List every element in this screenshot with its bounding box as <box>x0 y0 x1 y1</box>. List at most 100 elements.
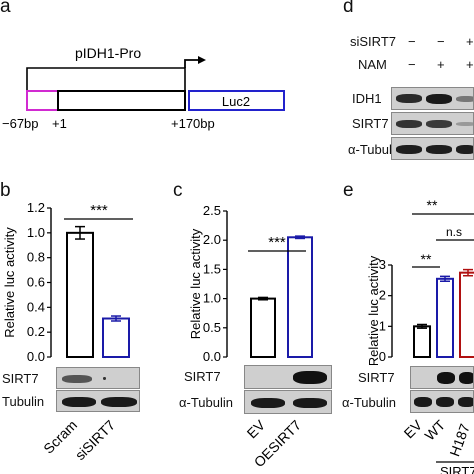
blot-sirt7 <box>391 112 474 135</box>
y-axis-label: Relative luc activity <box>366 255 381 365</box>
blot-label-tubulin: α-Tubulin <box>348 142 402 157</box>
band <box>459 372 473 384</box>
blot-b-sirt7 <box>56 367 140 389</box>
xtick-sisirt7: siSIRT7 <box>72 417 118 463</box>
panel-d-label: d <box>343 0 354 17</box>
blot-c-sirt7 <box>244 365 332 389</box>
xtick-wt: WT <box>421 416 448 443</box>
band <box>396 145 422 154</box>
bar <box>250 297 276 358</box>
band <box>456 122 473 126</box>
band <box>101 397 137 407</box>
y-tick-label: 1.0 <box>203 291 221 306</box>
band <box>456 96 473 102</box>
y-tick-label: 0.0 <box>203 349 221 364</box>
band <box>426 145 452 154</box>
blot-e-tubulin <box>410 390 474 413</box>
y-tick-label: 1.0 <box>27 225 45 240</box>
band <box>293 371 327 384</box>
treatment-name-nam: NAM <box>358 57 387 72</box>
band <box>414 397 432 407</box>
band <box>103 377 106 380</box>
pos-plus1: +1 <box>52 116 67 131</box>
promoter-construct-diagram: pIDH1-Pro Luc2 −67bp +1 +170bp <box>2 45 285 131</box>
bar <box>413 325 431 358</box>
significance-label: ** <box>427 197 438 213</box>
blot-label-c-sirt7: SIRT7 <box>184 369 221 384</box>
tss-arrow <box>184 59 198 68</box>
luc2-box <box>188 90 285 111</box>
chart-b: 1.2 1.0 0.8 0.6 0.4 0.2 0.0 Relative luc activi… <box>2 200 133 364</box>
y-tick-label: 0.4 <box>27 299 45 314</box>
blot-e-sirt7 <box>410 366 474 389</box>
panel-d-treatment-table: siSIRT7 − − + NAM − + + <box>350 34 474 84</box>
y-tick-label: 0 <box>379 349 386 364</box>
treatment-sign: − <box>408 34 416 49</box>
significance-label: ** <box>421 251 432 267</box>
significance-label: *** <box>268 234 286 251</box>
treatment-sign: − <box>408 57 416 72</box>
bar <box>287 236 313 358</box>
y-tick-label: 0.2 <box>27 324 45 339</box>
blot-label-idh1: IDH1 <box>352 91 382 106</box>
promoter-name: pIDH1-Pro <box>75 45 141 61</box>
bar <box>436 277 454 358</box>
y-tick-label: 1 <box>379 318 386 333</box>
y-tick-label: 2.5 <box>203 203 221 218</box>
bar <box>459 271 474 358</box>
upstream-region-box <box>26 90 59 111</box>
group-label-sirt7: SIRT7 <box>440 464 474 474</box>
panel-b-label: b <box>0 180 11 201</box>
y-tick-label: 1.5 <box>203 261 221 276</box>
blot-label-b-sirt7: SIRT7 <box>2 371 39 386</box>
blot-label-b-tubulin: Tubulin <box>2 394 45 409</box>
blot-label-e-sirt7: SIRT7 <box>358 370 395 385</box>
bottom-xtick-labels: Scram siSIRT7 EV OESIRT7 EV WT H187 SIRT… <box>40 416 474 474</box>
y-tick-label: 0.5 <box>203 320 221 335</box>
xtick-ev-c: EV <box>244 416 269 441</box>
bar <box>102 317 130 358</box>
bar <box>66 231 94 358</box>
band <box>426 94 452 104</box>
panel-a-label: a <box>0 0 11 17</box>
blot-label-sirt7: SIRT7 <box>352 116 389 131</box>
blot-tubulin-d <box>391 137 474 160</box>
blot-c-tubulin <box>244 390 332 414</box>
significance-label: n.s <box>446 225 462 239</box>
treatment-row-nam: NAM − + + <box>350 57 474 75</box>
blot-idh1 <box>391 87 474 110</box>
xtick-h187: H187 <box>446 421 473 458</box>
blot-label-e-tubulin: α-Tubulin <box>342 395 396 410</box>
band <box>456 145 473 154</box>
pos-plus170: +170bp <box>171 116 215 131</box>
treatment-sign: − <box>437 34 445 49</box>
band <box>251 398 285 408</box>
band <box>396 120 422 128</box>
blot-label-c-tubulin: α-Tubulin <box>179 395 233 410</box>
treatment-sign: + <box>437 57 445 72</box>
y-tick-label: 2 <box>379 288 386 303</box>
band <box>426 120 452 128</box>
band <box>293 398 327 408</box>
blot-b-tubulin <box>56 390 140 412</box>
y-tick-label: 0.6 <box>27 275 45 290</box>
promoter-box <box>57 90 186 111</box>
pos-minus67: −67bp <box>2 116 39 131</box>
promoter-bracket <box>26 67 186 90</box>
y-tick-label: 0.0 <box>27 349 45 364</box>
luc2-label: Luc2 <box>222 94 250 109</box>
band <box>62 375 92 383</box>
xtick-ev-e: EV <box>401 416 426 441</box>
band <box>62 397 96 407</box>
tss-arrow-head <box>198 56 206 64</box>
band <box>436 397 454 407</box>
treatment-sign: + <box>466 34 474 49</box>
y-axis-label: Relative luc activity <box>188 228 203 339</box>
y-tick-label: 2.0 <box>203 232 221 247</box>
band <box>396 94 422 103</box>
treatment-sign: + <box>466 57 474 72</box>
band <box>437 372 455 384</box>
significance-label: *** <box>90 202 108 219</box>
